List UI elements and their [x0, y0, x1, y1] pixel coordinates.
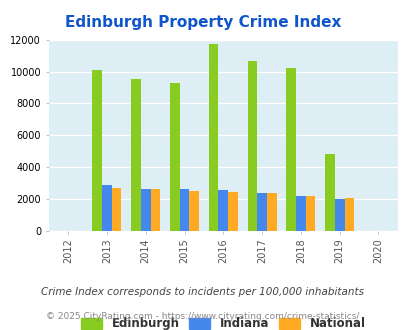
Bar — [141, 189, 150, 231]
Bar — [295, 196, 305, 231]
Bar — [150, 189, 160, 231]
Bar — [111, 188, 121, 231]
Bar — [334, 200, 344, 231]
Text: © 2025 CityRating.com - https://www.cityrating.com/crime-statistics/: © 2025 CityRating.com - https://www.city… — [46, 312, 359, 321]
Bar — [92, 70, 102, 231]
Bar — [228, 191, 237, 231]
Bar — [179, 189, 189, 231]
Legend: Edinburgh, Indiana, National: Edinburgh, Indiana, National — [81, 317, 364, 330]
Bar — [131, 79, 141, 231]
Bar — [344, 198, 354, 231]
Bar — [305, 196, 315, 231]
Bar — [324, 154, 334, 231]
Bar — [266, 193, 276, 231]
Bar — [218, 190, 228, 231]
Text: Edinburgh Property Crime Index: Edinburgh Property Crime Index — [65, 15, 340, 30]
Bar — [102, 185, 111, 231]
Bar — [257, 193, 266, 231]
Bar — [189, 191, 198, 231]
Bar — [286, 68, 295, 231]
Bar — [170, 83, 179, 231]
Bar — [208, 44, 218, 231]
Bar — [247, 61, 257, 231]
Text: Crime Index corresponds to incidents per 100,000 inhabitants: Crime Index corresponds to incidents per… — [41, 287, 364, 297]
